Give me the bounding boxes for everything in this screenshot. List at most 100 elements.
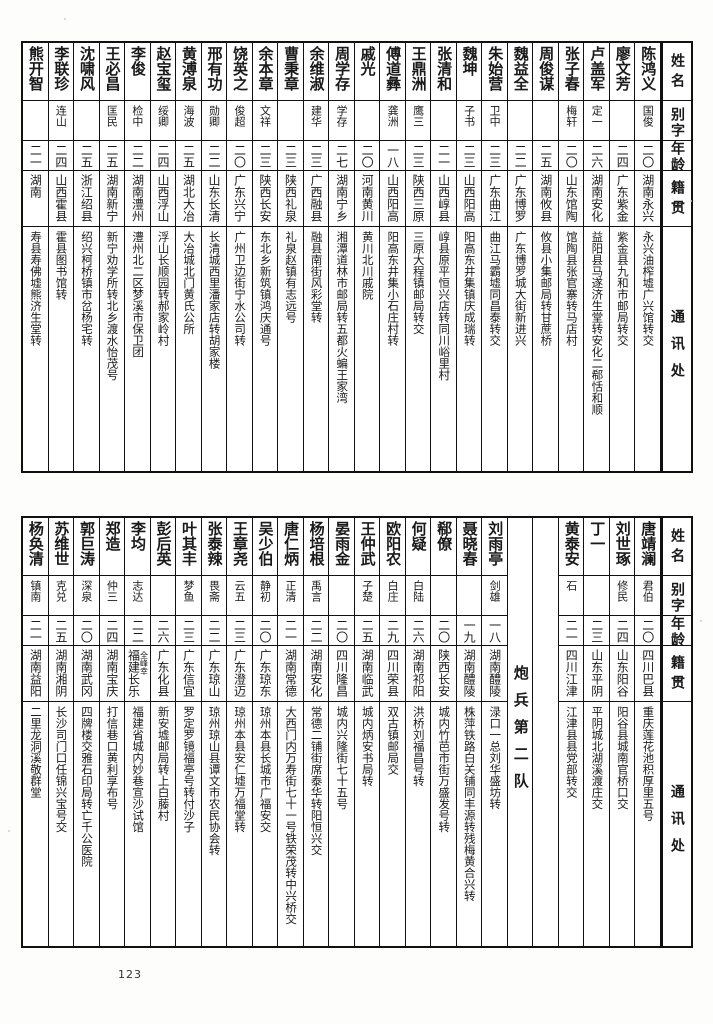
roster-column[interactable]: 李均 志达 二二 全峰幸 福建长乐 福建省城内妙巷宣沙试馆 xyxy=(125,518,151,946)
cell-name: 赵宝玺 xyxy=(150,43,176,101)
roster-column[interactable]: 朱始营 卫中 二三 广东曲江 曲江马霸墟同昌泰转交 xyxy=(482,43,508,471)
roster-column[interactable]: 王章尧 云五 二三 广东澄迈 琼州本县安仁墟万福堂转 xyxy=(227,518,253,946)
cell-alias: 志达 xyxy=(125,576,150,616)
roster-column[interactable]: 彭后英 二六 广东化县 新安墟邮局转上白藤村 xyxy=(150,518,177,946)
cell-alias xyxy=(533,101,558,141)
roster-column[interactable]: 王鼎洲 鹰三 二三 陕西三原 三原大程镇邮局转交 xyxy=(405,43,432,471)
roster-column[interactable]: 熊开智 二一 湖南 寿县寿佛墟熊济生堂转 xyxy=(23,43,49,471)
cell-alias: 文祥 xyxy=(252,101,278,141)
cell-address-text: 城内竹芭市街万盛发号转 xyxy=(437,706,452,833)
roster-column[interactable]: 赵宝玺 绥卿 二四 山西浮山 浮山长顺园转郝家岭村 xyxy=(150,43,177,471)
roster-column[interactable]: 饶英之 俊超 二〇 广东兴宁 广州卫边街宁水公司转 xyxy=(227,43,253,471)
unit-label-text: 炮兵第二队 xyxy=(511,664,530,800)
cell-native-place: 广东紫金 xyxy=(609,171,635,227)
cell-native-place: 广东琼东 xyxy=(252,646,278,702)
roster-column[interactable]: 郭巨涛 深泉 二〇 湖南武冈 四牌楼交雅石印局转亡千公医院 xyxy=(74,518,100,946)
roster-column[interactable]: 杨奂清 镇南 二一 湖南益阳 二里龙洞溪敬群堂 xyxy=(23,518,49,946)
cell-address-text: 三原大程镇邮局转交 xyxy=(411,231,426,335)
scan-speckle xyxy=(700,620,702,622)
roster-column[interactable]: 黄溥泉 海波 二五 湖北大冶 大冶城北门黄氏公所 xyxy=(176,43,202,471)
cell-native-place-text: 广东化县 xyxy=(155,649,170,697)
cell-age: 二二 xyxy=(125,616,150,646)
roster-column[interactable]: 晏雨金 二〇 四川隆昌 城内兴隆街七十五号 xyxy=(329,518,355,946)
cell-native-place-text: 湖北大冶 xyxy=(181,174,196,222)
cell-name-text: 张泰辣 xyxy=(205,521,224,566)
cell-age: 二一 xyxy=(278,616,303,646)
roster-column[interactable]: 魏益全 二二 广东博罗 广东博罗城大街新进兴 xyxy=(507,43,534,471)
roster-column[interactable]: 张子春 梅轩 二〇 山东馆陶 馆陶县张官寨转马店村 xyxy=(558,43,585,471)
roster-column[interactable]: 刘世琢 修民 二四 山东阳谷 阳谷县城南官桥口交 xyxy=(609,518,636,946)
cell-alias: 君伯 xyxy=(635,576,660,616)
cell-alias xyxy=(584,576,609,616)
roster-column[interactable]: 郑造 仲三 二四 湖南宝庆 打信巷口黄利享布号 xyxy=(99,518,126,946)
cell-address-text: 四牌楼交雅石印局转亡千公医院 xyxy=(80,706,95,867)
cell-age-text: 二二 xyxy=(513,144,528,168)
cell-address: 江津县县党部转交 xyxy=(559,702,584,946)
roster-column[interactable]: 苏维世 克兑 二五 湖南湘阴 长沙司门口任锦兴宝号交 xyxy=(48,518,75,946)
cell-address-text: 湘潭道林市邮局转五都火蝙王家湾 xyxy=(335,231,350,404)
cell-age: 二〇 xyxy=(635,141,660,171)
cell-name: 杨培根 xyxy=(303,518,329,576)
roster-column[interactable]: 魏坤 子书 二三 山西阳高 阳高东井集镇庆成瑞转 xyxy=(456,43,483,471)
cell-address: 罗定罗镜福亭号转付沙子 xyxy=(176,702,201,946)
roster-column[interactable]: 王必昌 匡民 二五 湖南新宁 新宁劝学所转北乡渡水怡茂号 xyxy=(99,43,126,471)
roster-column[interactable]: 余维淑 建华 二三 广西融县 融县南街风彩堂转 xyxy=(303,43,330,471)
cell-native-place-text: 湖南湘阴 xyxy=(53,649,68,697)
roster-column[interactable]: 余本章 文祥 二三 陕西长安 东北乡新筑镇鸿庆通号 xyxy=(252,43,279,471)
cell-age: 二二 xyxy=(201,141,227,171)
roster-column[interactable]: 何疑 白陆 二六 湖南祁阳 洪桥刘福昌号转 xyxy=(405,518,432,946)
cell-name: 朱始营 xyxy=(482,43,507,101)
roster-column[interactable]: 张清和 二一 山西崞县 崞县原平恒兴店转同川峪里村 xyxy=(431,43,457,471)
roster-column[interactable]: 陈鸿义 国俊 二〇 湖南永兴 永兴油榨墟广兴馆转交 xyxy=(635,43,661,471)
cell-alias: 鹰三 xyxy=(405,101,431,141)
cell-name: 彭后英 xyxy=(150,518,176,576)
roster-column[interactable]: 李联珍 连山 二四 山西霍县 霍县图书馆转 xyxy=(48,43,75,471)
cell-age: 一八 xyxy=(482,616,507,646)
roster-column[interactable]: 吴少伯 静初 二〇 广东琼东 琼州本县长城市广福安交 xyxy=(252,518,279,946)
roster-column[interactable]: 唐靖澜 君伯 二〇 四川巴县 重庆莲花池积厚里五号 xyxy=(635,518,661,946)
cell-age-text: 二〇 xyxy=(640,144,655,168)
cell-age: 二三 xyxy=(227,616,252,646)
roster-column[interactable]: 黄泰安石二一 四川江津 江津县县党部转交 xyxy=(558,518,585,946)
cell-native-place-text: 湖南醴陵 xyxy=(462,649,477,697)
roster-column[interactable]: 卢盖军 定一 二六 湖南安化 益阳县马遂济生堂转安化二郗恬和顺 xyxy=(584,43,610,471)
roster-column[interactable]: 杨培根 禹言 二二 湖南安化 常德二铺街席泰华转阳恒兴交 xyxy=(303,518,330,946)
cell-address: 东北乡新筑镇鸿庆通号 xyxy=(253,227,278,471)
cell-native-place: 山东阳谷 xyxy=(609,646,635,702)
cell-native-place: 湖南醴陵 xyxy=(482,646,507,702)
cell-alias-text: 建华 xyxy=(309,105,323,127)
roster-column[interactable]: 戚光 二〇 河南黄川 黄川北川戚院 xyxy=(354,43,381,471)
cell-alias-text: 云五 xyxy=(232,580,246,602)
cell-address-text: 大冶城北门黄氏公所 xyxy=(182,231,197,335)
roster-column[interactable]: 周俊谋 二五 湖南攸县 攸县小集邮局转甘蔗桥 xyxy=(533,43,559,471)
roster-column[interactable]: 叶其丰 梦鱼 二三 广东信宜 罗定罗镜福亭号转付沙子 xyxy=(176,518,202,946)
roster-column[interactable]: 郗僚 二〇 陕西长安 城内竹芭市街万盛发号转 xyxy=(431,518,457,946)
cell-age: 二〇 xyxy=(329,616,354,646)
cell-native-place: 广西融县 xyxy=(303,171,329,227)
roster-column[interactable]: 刘雨亭 剑雄 一八 湖南醴陵 渌口一总刘华盛坊转 xyxy=(482,518,508,946)
roster-column[interactable]: 傅道彝 龚洲 一八 山西阳高 阳高东井集小石庄村转 xyxy=(380,43,406,471)
roster-column[interactable]: 聂晓春 一九 湖南醴陵 株萍铁路白关铺同丰源转残梅黄合兴转 xyxy=(456,518,483,946)
cell-native-place: 湖南常德 xyxy=(278,646,303,702)
roster-column[interactable]: 王仲武 子楚 二五 湖南临武 城内炳安书局转 xyxy=(354,518,381,946)
cell-address-text: 永兴油榨墟广兴馆转交 xyxy=(641,231,656,346)
header-address-text: 通讯处 xyxy=(668,309,685,390)
cell-address: 益阳县马遂济生堂转安化二郗恬和顺 xyxy=(584,227,609,471)
roster-column[interactable]: 周学存 学存 二七 湖南宁乡 湘潭道林市邮局转五都火蝙王家湾 xyxy=(329,43,355,471)
roster-column[interactable]: 丁一 二三 山东平阴 平阴城北湖溪渡庄交 xyxy=(584,518,610,946)
cell-alias-text: 学存 xyxy=(335,105,349,127)
cell-native-place: 山东馆陶 xyxy=(558,171,584,227)
cell-age: 二一 xyxy=(431,141,456,171)
cell-age: 二五 xyxy=(48,616,74,646)
roster-column[interactable]: 邢有功 勋卿 二二 山东长清 长清城西里潘家店转胡家楼 xyxy=(201,43,228,471)
cell-native-place-text: 湖南宁乡 xyxy=(334,174,349,222)
cell-name-text: 赵宝玺 xyxy=(154,46,173,91)
roster-column[interactable]: 廖文芳 二四 广东紫金 紫金县九和市邮局转交 xyxy=(609,43,636,471)
roster-column[interactable]: 张泰辣 畏斋 二二 广东琼山 琼州琼山县谭文市农民协会转 xyxy=(201,518,228,946)
roster-column[interactable]: 欧阳农 白庄 二九 四川荣县 双古镇邮局交 xyxy=(380,518,406,946)
roster-column[interactable]: 李俊 检中 二二 湖南澧州 澧州北二区梦溪市保卫团 xyxy=(125,43,151,471)
roster-column[interactable]: 沈啸风 二五 浙江绍县 绍兴柯桥镇市岔杨宅转 xyxy=(74,43,100,471)
roster-column[interactable]: 唐仁炳 正清 二一 湖南常德 大西门内万寿街七十一号铁荣茂转中兴桥交 xyxy=(278,518,304,946)
header-alias-text: 别字 xyxy=(669,581,686,614)
roster-column[interactable]: 曹秉章 二三 陕西礼泉 礼泉赵镇有志远号 xyxy=(278,43,304,471)
